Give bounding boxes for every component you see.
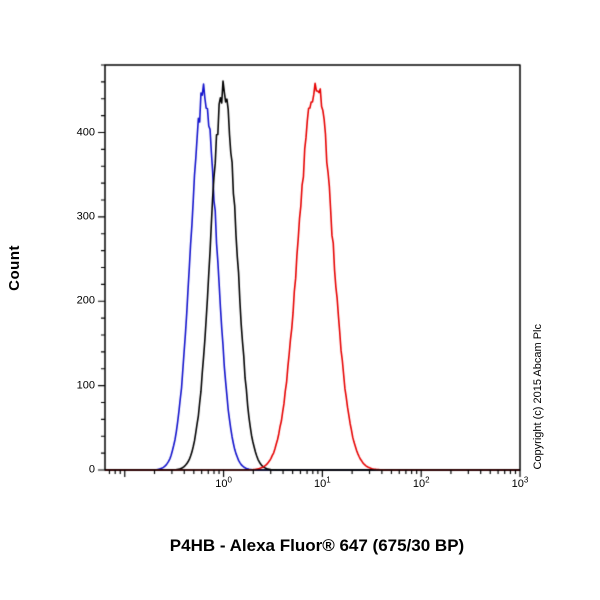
copyright-text: Copyright (c) 2015 Abcam Plc [532, 324, 544, 470]
chart-title: P4HB - Alexa Fluor® 647 (675/30 BP) [169, 536, 465, 555]
y-axis-label-wrap: Count [2, 65, 26, 470]
y-axis-label: Count [5, 244, 23, 291]
copyright-wrap: Copyright (c) 2015 Abcam Plc [529, 65, 547, 470]
